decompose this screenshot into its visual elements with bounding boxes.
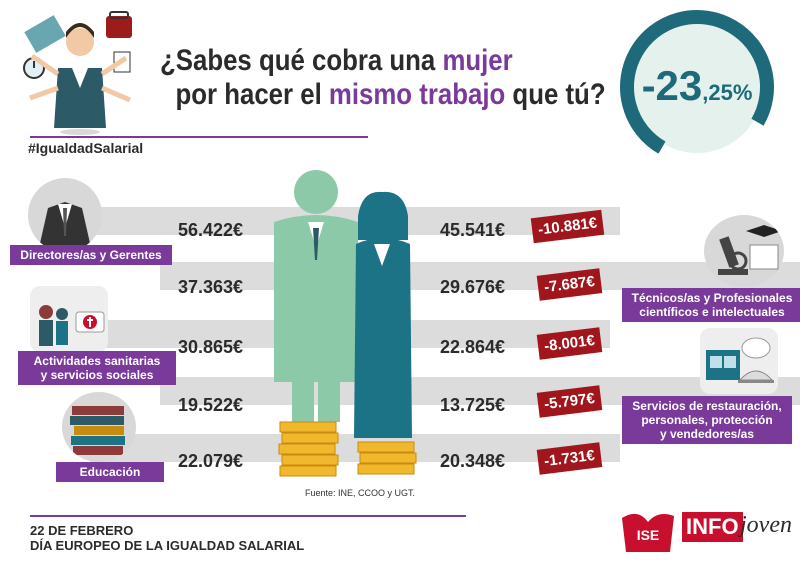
hashtag: #IgualdadSalarial — [28, 140, 144, 156]
title-line1-text: ¿Sabes qué cobra una — [160, 44, 443, 77]
title-divider — [30, 136, 368, 138]
men-salary-3: 30.865€ — [178, 337, 244, 357]
men-salary-1: 56.422€ — [178, 220, 244, 240]
row-band-2 — [160, 262, 800, 290]
footer-date: 22 DE FEBRERO — [30, 523, 134, 538]
multitasking-woman-illustration — [23, 11, 132, 135]
title-highlight-mismo-trabajo: mismo trabajo — [328, 78, 506, 111]
women-salary-2: 29.676€ — [440, 277, 506, 297]
title-highlight-mujer: mujer — [442, 44, 513, 77]
footer-event: DÍA EUROPEO DE LA IGUALDAD SALARIAL — [30, 538, 305, 553]
category-servicios-line2: personales, protección — [641, 413, 773, 427]
category-servicios: Servicios de restauración, personales, p… — [622, 396, 792, 444]
page-title: ¿Sabes qué cobra una mujer por hacer el … — [160, 44, 606, 112]
footer-divider — [30, 515, 466, 517]
svg-text:ISE: ISE — [637, 527, 660, 543]
category-servicios-line1: Servicios de restauración, — [632, 399, 782, 413]
title-line2-end: que tú? — [505, 78, 606, 111]
row-band-5 — [90, 434, 620, 462]
men-salary-4: 19.522€ — [178, 395, 244, 415]
figures-illustration — [274, 170, 417, 477]
category-sanitarias-line1: Actividades sanitarias — [33, 354, 161, 368]
category-tecnicos-line2: científicos e intelectuales — [639, 305, 785, 319]
gap-percentage: -23,25% — [617, 62, 777, 110]
men-salary-2: 37.363€ — [178, 277, 244, 297]
suit-icon — [28, 178, 102, 252]
microscope-icon — [704, 215, 784, 287]
books-icon — [62, 392, 136, 462]
men-salary-5: 22.079€ — [178, 451, 244, 471]
category-servicios-line3: y vendedores/as — [659, 427, 755, 441]
gap-decimal: ,25% — [702, 80, 753, 105]
category-tecnicos-line1: Técnicos/as y Profesionales — [631, 291, 793, 305]
restaurant-icon — [700, 328, 778, 394]
gap-integer: -23 — [641, 62, 703, 109]
category-educacion: Educación — [56, 462, 164, 482]
women-salary-4: 13.725€ — [440, 395, 506, 415]
women-salary-5: 20.348€ — [440, 451, 506, 471]
women-salary-1: 45.541€ — [440, 220, 506, 240]
category-sanitarias: Actividades sanitarias y servicios socia… — [18, 351, 176, 385]
infojoven-logo-joven: joven — [740, 512, 792, 538]
category-directores: Directores/as y Gerentes — [10, 245, 172, 265]
category-sanitarias-line2: y servicios sociales — [40, 368, 154, 382]
women-salary-3: 22.864€ — [440, 337, 506, 357]
ise-logo: ISE — [622, 513, 674, 552]
gap-ring-chart — [620, 10, 774, 164]
category-tecnicos: Técnicos/as y Profesionales científicos … — [622, 288, 800, 322]
source-note: Fuente: INE, CCOO y UGT. — [305, 488, 416, 498]
infojoven-logo-info: INFO — [682, 512, 743, 542]
footer-text: 22 DE FEBRERO DÍA EUROPEO DE LA IGUALDAD… — [30, 523, 304, 553]
title-line2-text: por hacer el — [175, 78, 329, 111]
healthcare-icon — [30, 286, 108, 352]
